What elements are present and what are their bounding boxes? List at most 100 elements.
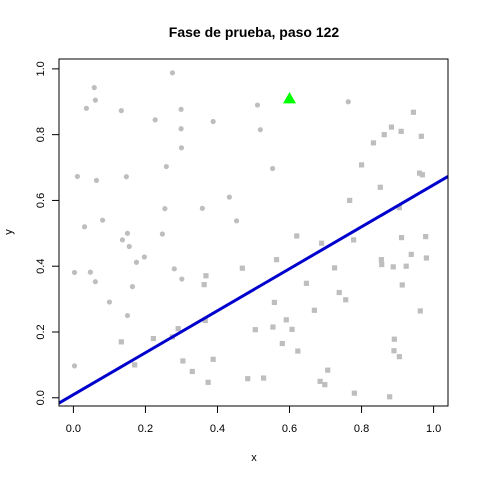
data-point (210, 118, 216, 125)
data-point-square (260, 375, 267, 381)
y-tick-label: 0.4 (35, 259, 47, 274)
data-point-square (343, 297, 349, 303)
data-point-square (387, 394, 393, 400)
data-point (124, 312, 131, 319)
data-point-square (416, 170, 423, 176)
data-point-square (381, 132, 387, 138)
data-point-square (410, 109, 417, 115)
data-point-square (189, 368, 195, 375)
data-point (119, 237, 125, 243)
data-point-square (295, 348, 301, 354)
data-point-square (201, 282, 207, 288)
data-point (91, 85, 97, 91)
data-point-square (325, 367, 331, 373)
data-point (254, 102, 261, 108)
y-tick-label: 0.0 (35, 390, 47, 405)
data-point (92, 279, 98, 285)
data-point-square (418, 133, 424, 139)
data-point (129, 284, 136, 290)
data-point-square (336, 289, 342, 296)
data-point-square (351, 237, 357, 243)
y-tick-label: 0.2 (35, 324, 47, 339)
data-point-square (398, 128, 404, 134)
y-tick-label: 1.0 (35, 61, 47, 76)
data-point-square (289, 326, 295, 332)
data-point (169, 70, 176, 76)
data-point (74, 173, 80, 180)
data-point-square (202, 317, 208, 324)
data-point (83, 105, 89, 111)
data-point-square (396, 205, 402, 211)
y-axis-label: y (3, 229, 15, 235)
fit-line (58, 175, 449, 405)
data-point (118, 108, 124, 114)
x-tick-label: 0.0 (66, 423, 81, 435)
data-point-square (132, 362, 138, 368)
data-point-square (358, 162, 365, 168)
data-point (162, 206, 168, 212)
data-point-square (347, 197, 353, 204)
data-point-square (270, 324, 276, 330)
data-point (159, 231, 165, 237)
data-point-square (180, 358, 186, 364)
data-point (199, 205, 205, 211)
x-tick-label: 0.6 (282, 423, 297, 435)
data-point (269, 165, 276, 172)
data-point (163, 163, 169, 170)
data-point-square (331, 265, 338, 271)
data-point-square (377, 184, 383, 190)
data-point-square (210, 356, 216, 362)
data-point (233, 218, 240, 224)
data-point (179, 276, 185, 282)
data-point (257, 127, 263, 133)
x-axis-label: x (251, 452, 257, 464)
data-point (126, 243, 132, 250)
y-tick-label: 0.6 (35, 193, 47, 208)
data-point-square (317, 378, 323, 384)
data-point (171, 266, 177, 272)
data-point-square (396, 354, 402, 360)
data-point-square (423, 234, 429, 240)
data-point (133, 259, 140, 265)
data-point-square (399, 282, 405, 288)
data-point-square (205, 379, 211, 385)
data-point-square (245, 376, 251, 382)
data-point-square (203, 273, 209, 279)
data-point-square (118, 339, 124, 345)
x-tick-label: 0.4 (210, 423, 225, 435)
data-point-square (408, 251, 414, 257)
data-point-square (388, 124, 395, 130)
data-point-square (379, 261, 385, 268)
data-point (124, 230, 131, 236)
y-tick-label: 0.8 (35, 127, 47, 142)
data-point (87, 269, 93, 275)
data-point-square (303, 280, 310, 286)
data-point (345, 99, 351, 105)
data-point-square (252, 327, 258, 333)
data-point-square (391, 348, 397, 354)
data-point (71, 269, 78, 276)
data-point (92, 97, 98, 103)
data-point-square (273, 257, 280, 263)
x-tick-label: 0.8 (354, 423, 369, 435)
data-point (178, 145, 185, 151)
data-point (178, 106, 184, 112)
highlight-point (283, 91, 297, 104)
y-axis: 0.0 0.2 0.4 0.6 0.8 1.0 (35, 61, 60, 405)
data-point-square (378, 257, 384, 263)
data-point (71, 363, 78, 369)
data-point-square (390, 264, 396, 270)
data-point-square (423, 255, 429, 261)
data-point-square (417, 308, 423, 314)
data-point-square (318, 240, 325, 246)
plot-area (58, 70, 449, 405)
data-point-square (175, 326, 181, 332)
x-axis: 0.0 0.2 0.4 0.6 0.8 1.0 (66, 405, 441, 435)
data-point (141, 254, 147, 260)
data-point-square (398, 234, 405, 241)
data-point-square (311, 307, 317, 313)
x-tick-label: 0.2 (138, 423, 153, 435)
data-point (123, 174, 129, 180)
